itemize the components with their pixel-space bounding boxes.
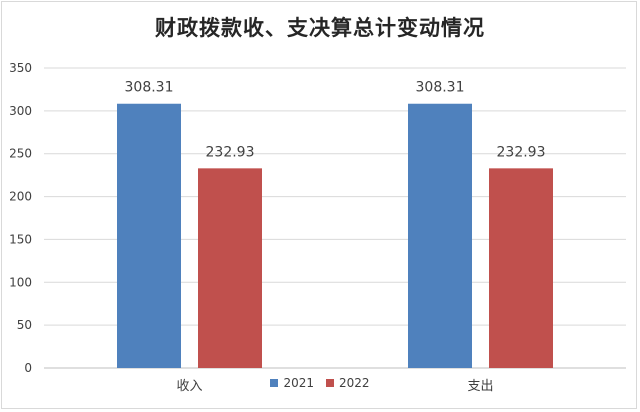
data-label-2021-0: 308.31 xyxy=(125,80,174,96)
y-tick-label-300: 300 xyxy=(9,104,32,118)
data-label-2022-1: 232.93 xyxy=(497,144,546,160)
x-tick-label-0: 收入 xyxy=(176,379,202,394)
bar-2021-1 xyxy=(408,103,472,368)
data-label-2022-0: 232.93 xyxy=(206,144,255,160)
bar-2022-0 xyxy=(198,168,262,368)
x-tick-label-1: 支出 xyxy=(467,379,493,394)
y-tick-label-350: 350 xyxy=(9,61,32,75)
legend: 2021 2022 xyxy=(0,376,640,390)
legend-label-2022: 2022 xyxy=(339,376,370,390)
data-label-2021-1: 308.31 xyxy=(416,80,465,96)
chart-title: 财政拨款收、支决算总计变动情况 xyxy=(155,15,485,40)
y-tick-label-250: 250 xyxy=(9,147,32,161)
bar-2022-1 xyxy=(489,168,553,368)
legend-item-2022: 2022 xyxy=(326,376,370,390)
y-tick-label-50: 50 xyxy=(17,318,32,332)
y-tick-label-150: 150 xyxy=(9,232,32,246)
legend-swatch-2022 xyxy=(326,379,334,387)
legend-label-2021: 2021 xyxy=(283,376,314,390)
bar-2021-0 xyxy=(117,103,181,368)
legend-swatch-2021 xyxy=(270,379,279,387)
y-tick-label-100: 100 xyxy=(9,275,32,289)
legend-item-2021: 2021 xyxy=(270,376,314,390)
y-tick-label-0: 0 xyxy=(24,361,32,375)
y-tick-label-200: 200 xyxy=(9,190,32,204)
